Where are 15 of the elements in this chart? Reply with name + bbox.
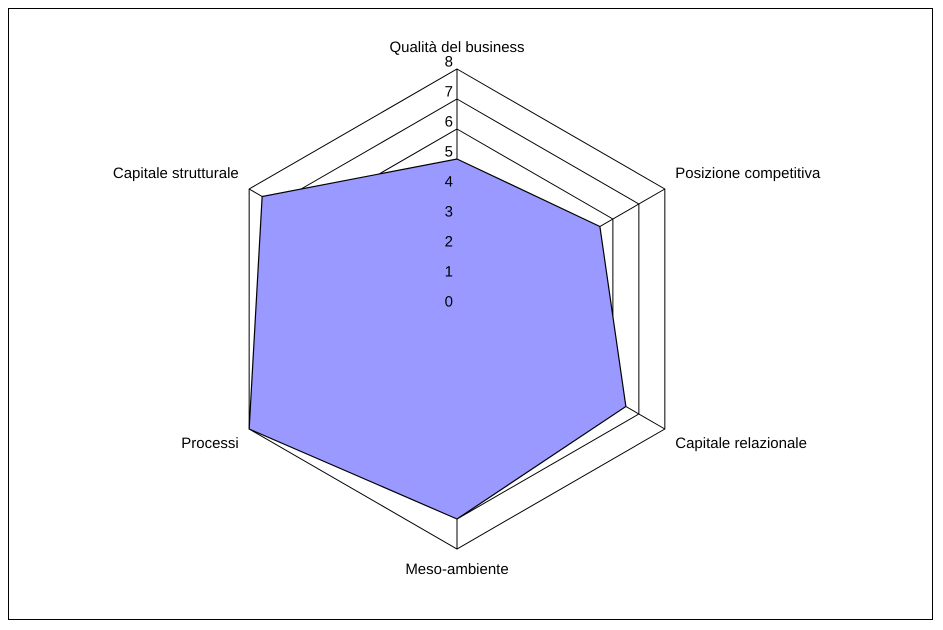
y-tick-label: 5 [444,144,453,161]
spoke-label: Posizione competitiva [675,165,821,182]
y-tick-label: 3 [444,204,453,221]
y-tick-label: 4 [444,174,453,191]
y-tick-label: 6 [444,114,453,131]
y-tick-label: 2 [444,234,453,251]
y-tick-label: 0 [444,294,453,311]
y-tick-label: 1 [444,264,453,281]
y-tick-label: 7 [444,84,453,101]
spoke-label: Capitale strutturale [112,165,239,182]
spoke-label: Meso-ambiente [405,561,509,578]
spoke-label: Processi [181,435,239,452]
y-tick-label: 8 [444,54,453,71]
spoke-label: Capitale relazionale [675,435,807,452]
spoke-label: Qualità del business [389,39,525,56]
